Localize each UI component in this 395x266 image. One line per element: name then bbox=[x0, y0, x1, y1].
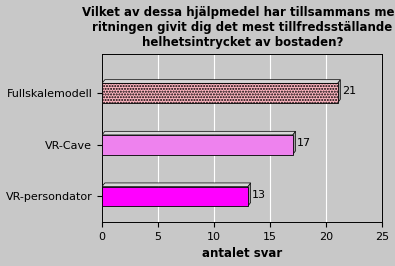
X-axis label: antalet svar: antalet svar bbox=[202, 247, 282, 260]
Polygon shape bbox=[102, 80, 340, 83]
Polygon shape bbox=[102, 131, 295, 135]
Title: Vilket av dessa hjälpmedel har tillsammans med
ritningen givit dig det mest till: Vilket av dessa hjälpmedel har tillsamma… bbox=[82, 6, 395, 49]
Text: 17: 17 bbox=[297, 138, 311, 148]
Bar bbox=[102, 135, 293, 155]
Bar bbox=[102, 186, 248, 206]
Text: 13: 13 bbox=[252, 190, 266, 200]
Bar bbox=[102, 83, 337, 103]
Polygon shape bbox=[248, 183, 250, 206]
Polygon shape bbox=[102, 183, 250, 186]
Polygon shape bbox=[293, 131, 295, 155]
Text: 21: 21 bbox=[342, 86, 356, 96]
Polygon shape bbox=[337, 80, 340, 103]
